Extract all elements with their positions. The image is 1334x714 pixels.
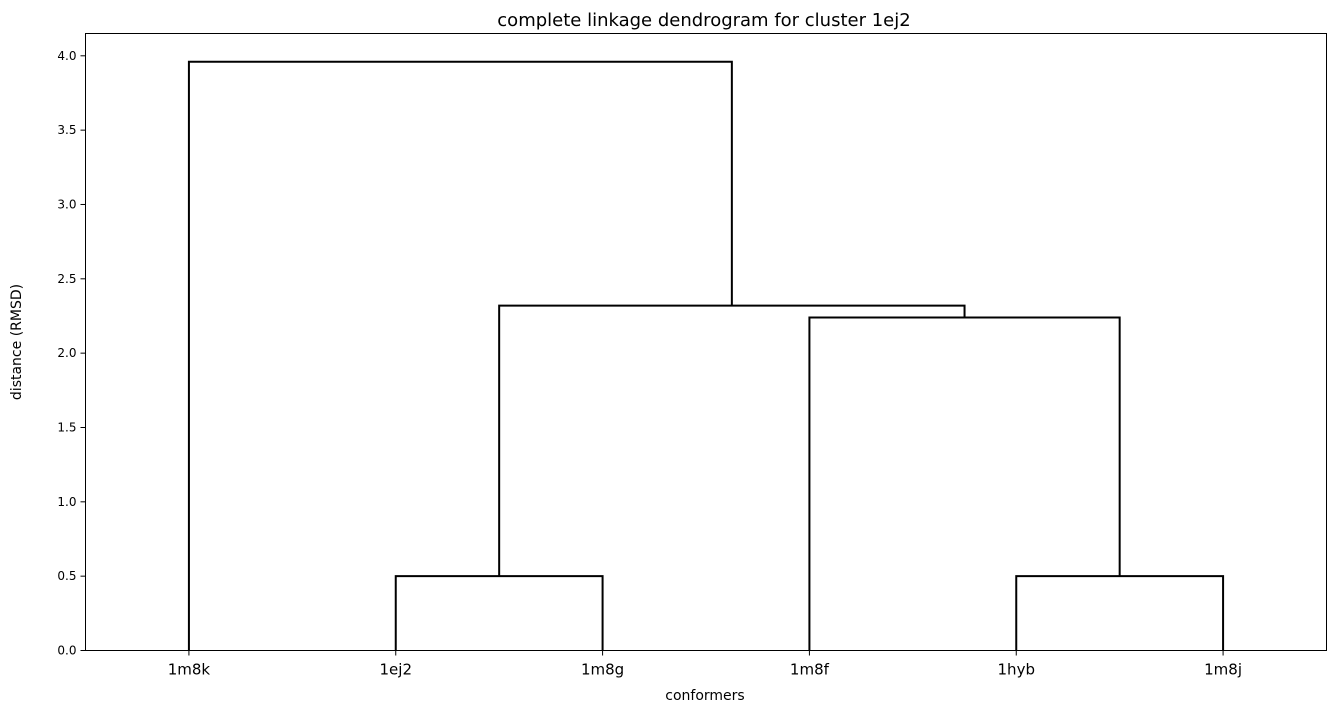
y-tick-label: 1.5 — [57, 420, 76, 434]
dendrogram-link-4 — [498, 304, 966, 577]
y-tick-label: 2.0 — [57, 346, 76, 360]
dendrogram-link-5 — [187, 60, 733, 651]
x-axis: 1m8k 1ej2 1m8g 1m8f 1hyb 1m8j — [168, 650, 1242, 679]
y-tick-label: 0.5 — [57, 569, 76, 583]
leaf-label-1m8k: 1m8k — [168, 661, 211, 679]
dendrogram-link-2 — [1015, 575, 1225, 651]
leaf-label-1hyb: 1hyb — [998, 661, 1035, 679]
leaf-label-1m8j: 1m8j — [1204, 661, 1242, 679]
y-tick-label: 0.0 — [57, 644, 76, 658]
y-tick-label: 3.5 — [57, 123, 76, 137]
dendrogram-link-1 — [394, 575, 604, 651]
y-tick-label: 4.0 — [57, 49, 76, 63]
chart-title: complete linkage dendrogram for cluster … — [497, 10, 910, 31]
dendrogram-links — [187, 60, 1225, 651]
leaf-label-1m8g: 1m8g — [581, 661, 624, 679]
y-axis: 0.0 0.5 1.0 1.5 2.0 2.5 3.0 3.5 4.0 — [57, 49, 86, 658]
y-tick-label: 2.5 — [57, 272, 76, 286]
y-tick-label: 1.0 — [57, 495, 76, 509]
plot-frame — [85, 33, 1327, 651]
dendrogram-link-3 — [808, 316, 1121, 651]
leaf-label-1m8f: 1m8f — [790, 661, 830, 679]
x-axis-label: conformers — [665, 688, 744, 704]
leaf-label-1ej2: 1ej2 — [380, 661, 412, 679]
y-axis-label: distance (RMSD) — [9, 284, 25, 400]
y-tick-label: 3.0 — [57, 197, 76, 211]
